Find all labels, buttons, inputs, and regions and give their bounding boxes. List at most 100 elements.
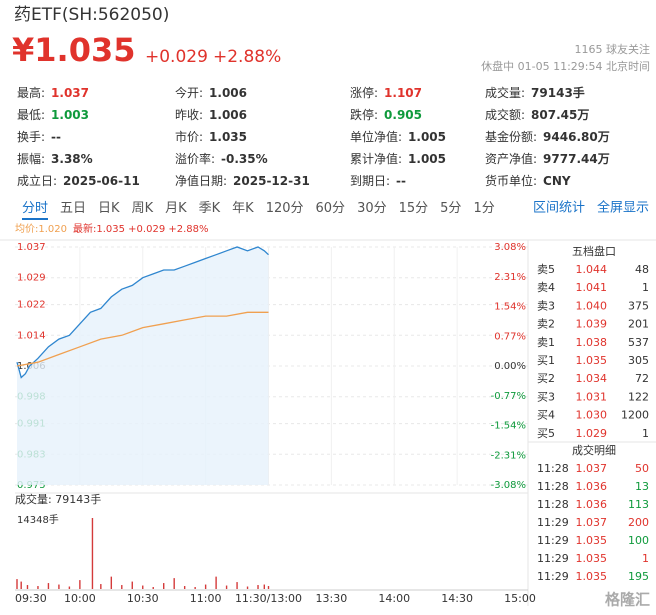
tab[interactable]: 五日 (60, 201, 86, 216)
tab[interactable]: 日K (98, 201, 120, 216)
bar (267, 586, 270, 589)
level: 买1 (537, 354, 555, 367)
y-tick-label: 1.029 (17, 273, 46, 284)
y2-tick-label: 2.31% (494, 272, 526, 283)
bar (58, 584, 60, 589)
y-tick-label: 14348手 (17, 513, 59, 526)
trade-price: 1.035 (576, 570, 608, 583)
bar (131, 581, 133, 589)
stat: 净值日期: 2025-12-31 (175, 173, 310, 188)
level-volume: 1 (642, 281, 649, 294)
level-volume: 1200 (621, 409, 649, 422)
stat-value: 1.006 (209, 86, 247, 100)
tab[interactable]: 周K (132, 201, 154, 216)
level: 买3 (537, 390, 555, 403)
stat-label: 到期日: (350, 174, 390, 188)
stat-value: 2025-12-31 (233, 174, 310, 188)
level-price: 1.039 (576, 318, 608, 331)
y2-tick-label: 0.00% (494, 361, 526, 372)
level: 卖3 (537, 299, 555, 312)
level-price: 1.034 (576, 372, 608, 385)
trade-price: 1.035 (576, 534, 608, 547)
bar (236, 582, 238, 589)
trade-time: 11:29 (537, 534, 569, 547)
stat-value: 807.45万 (531, 108, 589, 122)
stat-value: -0.35% (221, 152, 268, 166)
tab[interactable]: 分时 (22, 201, 48, 216)
line (16, 311, 269, 367)
stat-value: 9777.44万 (543, 152, 610, 166)
x-tick-label: 13:30 (316, 592, 348, 605)
tab[interactable]: 年K (232, 201, 254, 216)
trade-time: 11:28 (537, 462, 569, 475)
level: 卖2 (537, 318, 555, 331)
stat-label: 单位净值: (350, 129, 402, 144)
stat: 成交量: 79143手 (485, 85, 585, 100)
stat-label: 累计净值: (350, 151, 402, 166)
bar (173, 578, 175, 589)
stat: 市价: 1.035 (175, 129, 247, 144)
stat: 换手: -- (17, 130, 61, 144)
y2-tick-label: 0.77% (494, 331, 526, 342)
trade-price: 1.036 (576, 498, 608, 511)
trade-volume: 13 (635, 480, 649, 493)
line (16, 246, 269, 379)
tab[interactable]: 5分 (440, 201, 461, 216)
trade-price: 1.035 (576, 552, 608, 565)
stat: 货币单位: CNY (485, 173, 571, 188)
y2-tick-label: -1.54% (491, 421, 526, 432)
stat-value: 1.107 (384, 86, 422, 100)
stat: 成立日: 2025-06-11 (17, 173, 140, 188)
trade-volume: 200 (628, 516, 649, 529)
stat: 单位净值: 1.005 (350, 129, 446, 144)
bar (68, 586, 71, 589)
bar (163, 583, 165, 589)
bar (121, 585, 123, 589)
bar (79, 580, 81, 589)
level-volume: 48 (635, 263, 649, 276)
level-price: 1.031 (576, 390, 608, 403)
panel-title: 成交明细 (572, 443, 616, 457)
level-volume: 201 (628, 318, 649, 331)
legend: 均价:1.020 最新:1.035 +0.029 +2.88% (15, 222, 209, 235)
stat-value: 1.005 (408, 152, 446, 166)
y2-tick-label: 1.54% (494, 302, 526, 313)
stat-value: CNY (543, 174, 571, 188)
stat-value: 9446.80万 (543, 130, 610, 144)
level-price: 1.038 (576, 336, 608, 349)
y-tick-label: 1.037 (17, 242, 46, 253)
stat-value: 2025-06-11 (63, 174, 140, 188)
bar (110, 576, 113, 589)
watermark: 格隆汇 (605, 591, 650, 609)
trade-time: 11:29 (537, 552, 569, 565)
trade-volume: 113 (628, 498, 649, 511)
level: 卖4 (537, 281, 555, 294)
bar (37, 586, 39, 589)
stat: 资产净值: 9777.44万 (485, 151, 610, 166)
tab[interactable]: 30分 (357, 201, 387, 216)
level: 卖1 (537, 336, 555, 349)
status: 休盘中 01-05 11:29:54 北京时间 (481, 59, 650, 73)
tab[interactable]: 15分 (399, 201, 429, 216)
tab[interactable]: 季K (199, 201, 221, 216)
stat-value: 1.037 (51, 86, 89, 100)
tab[interactable]: 60分 (316, 201, 346, 216)
y2-tick-label: -2.31% (491, 450, 526, 461)
legend-entry: 最新:1.035 +0.029 +2.88% (73, 222, 209, 235)
tab[interactable]: 月K (165, 201, 187, 216)
trade-price: 1.037 (576, 516, 608, 529)
y-tick-label: 1.014 (17, 330, 46, 341)
link[interactable]: 区间统计 (533, 201, 585, 216)
stat: 最低: 1.003 (17, 108, 89, 122)
price: ¥1.035 (12, 31, 135, 69)
level-volume: 537 (628, 336, 649, 349)
bar (215, 576, 217, 589)
link[interactable]: 全屏显示 (597, 200, 649, 216)
trade-time: 11:29 (537, 516, 569, 529)
trade-time: 11:28 (537, 498, 569, 511)
bar (16, 579, 18, 589)
stat: 成交额: 807.45万 (485, 107, 589, 122)
tab[interactable]: 1分 (473, 201, 494, 216)
tab[interactable]: 120分 (266, 201, 304, 216)
legend-entry: 均价:1.020 (15, 223, 67, 235)
